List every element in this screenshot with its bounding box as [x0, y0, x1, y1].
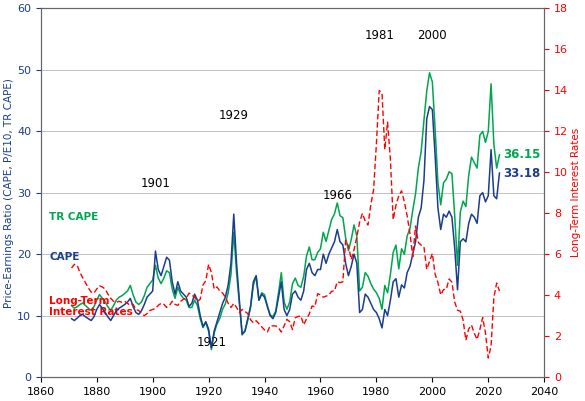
Text: 33.18: 33.18	[504, 166, 541, 180]
Y-axis label: Long-Term Interest Rates: Long-Term Interest Rates	[571, 128, 581, 257]
Text: 1901: 1901	[140, 176, 170, 190]
Text: TR CAPE: TR CAPE	[49, 212, 98, 222]
Text: CAPE: CAPE	[49, 252, 80, 262]
Text: 36.15: 36.15	[504, 148, 541, 161]
Text: 1981: 1981	[364, 29, 394, 42]
Text: 1966: 1966	[322, 189, 352, 202]
Text: Long-Term
Interest Rates: Long-Term Interest Rates	[49, 296, 133, 317]
Text: 1921: 1921	[197, 336, 226, 349]
Text: 2000: 2000	[418, 29, 447, 42]
Text: 1929: 1929	[219, 109, 249, 122]
Y-axis label: Price-Earnings Ratio (CAPE, P/E10, TR CAPE): Price-Earnings Ratio (CAPE, P/E10, TR CA…	[4, 78, 14, 308]
